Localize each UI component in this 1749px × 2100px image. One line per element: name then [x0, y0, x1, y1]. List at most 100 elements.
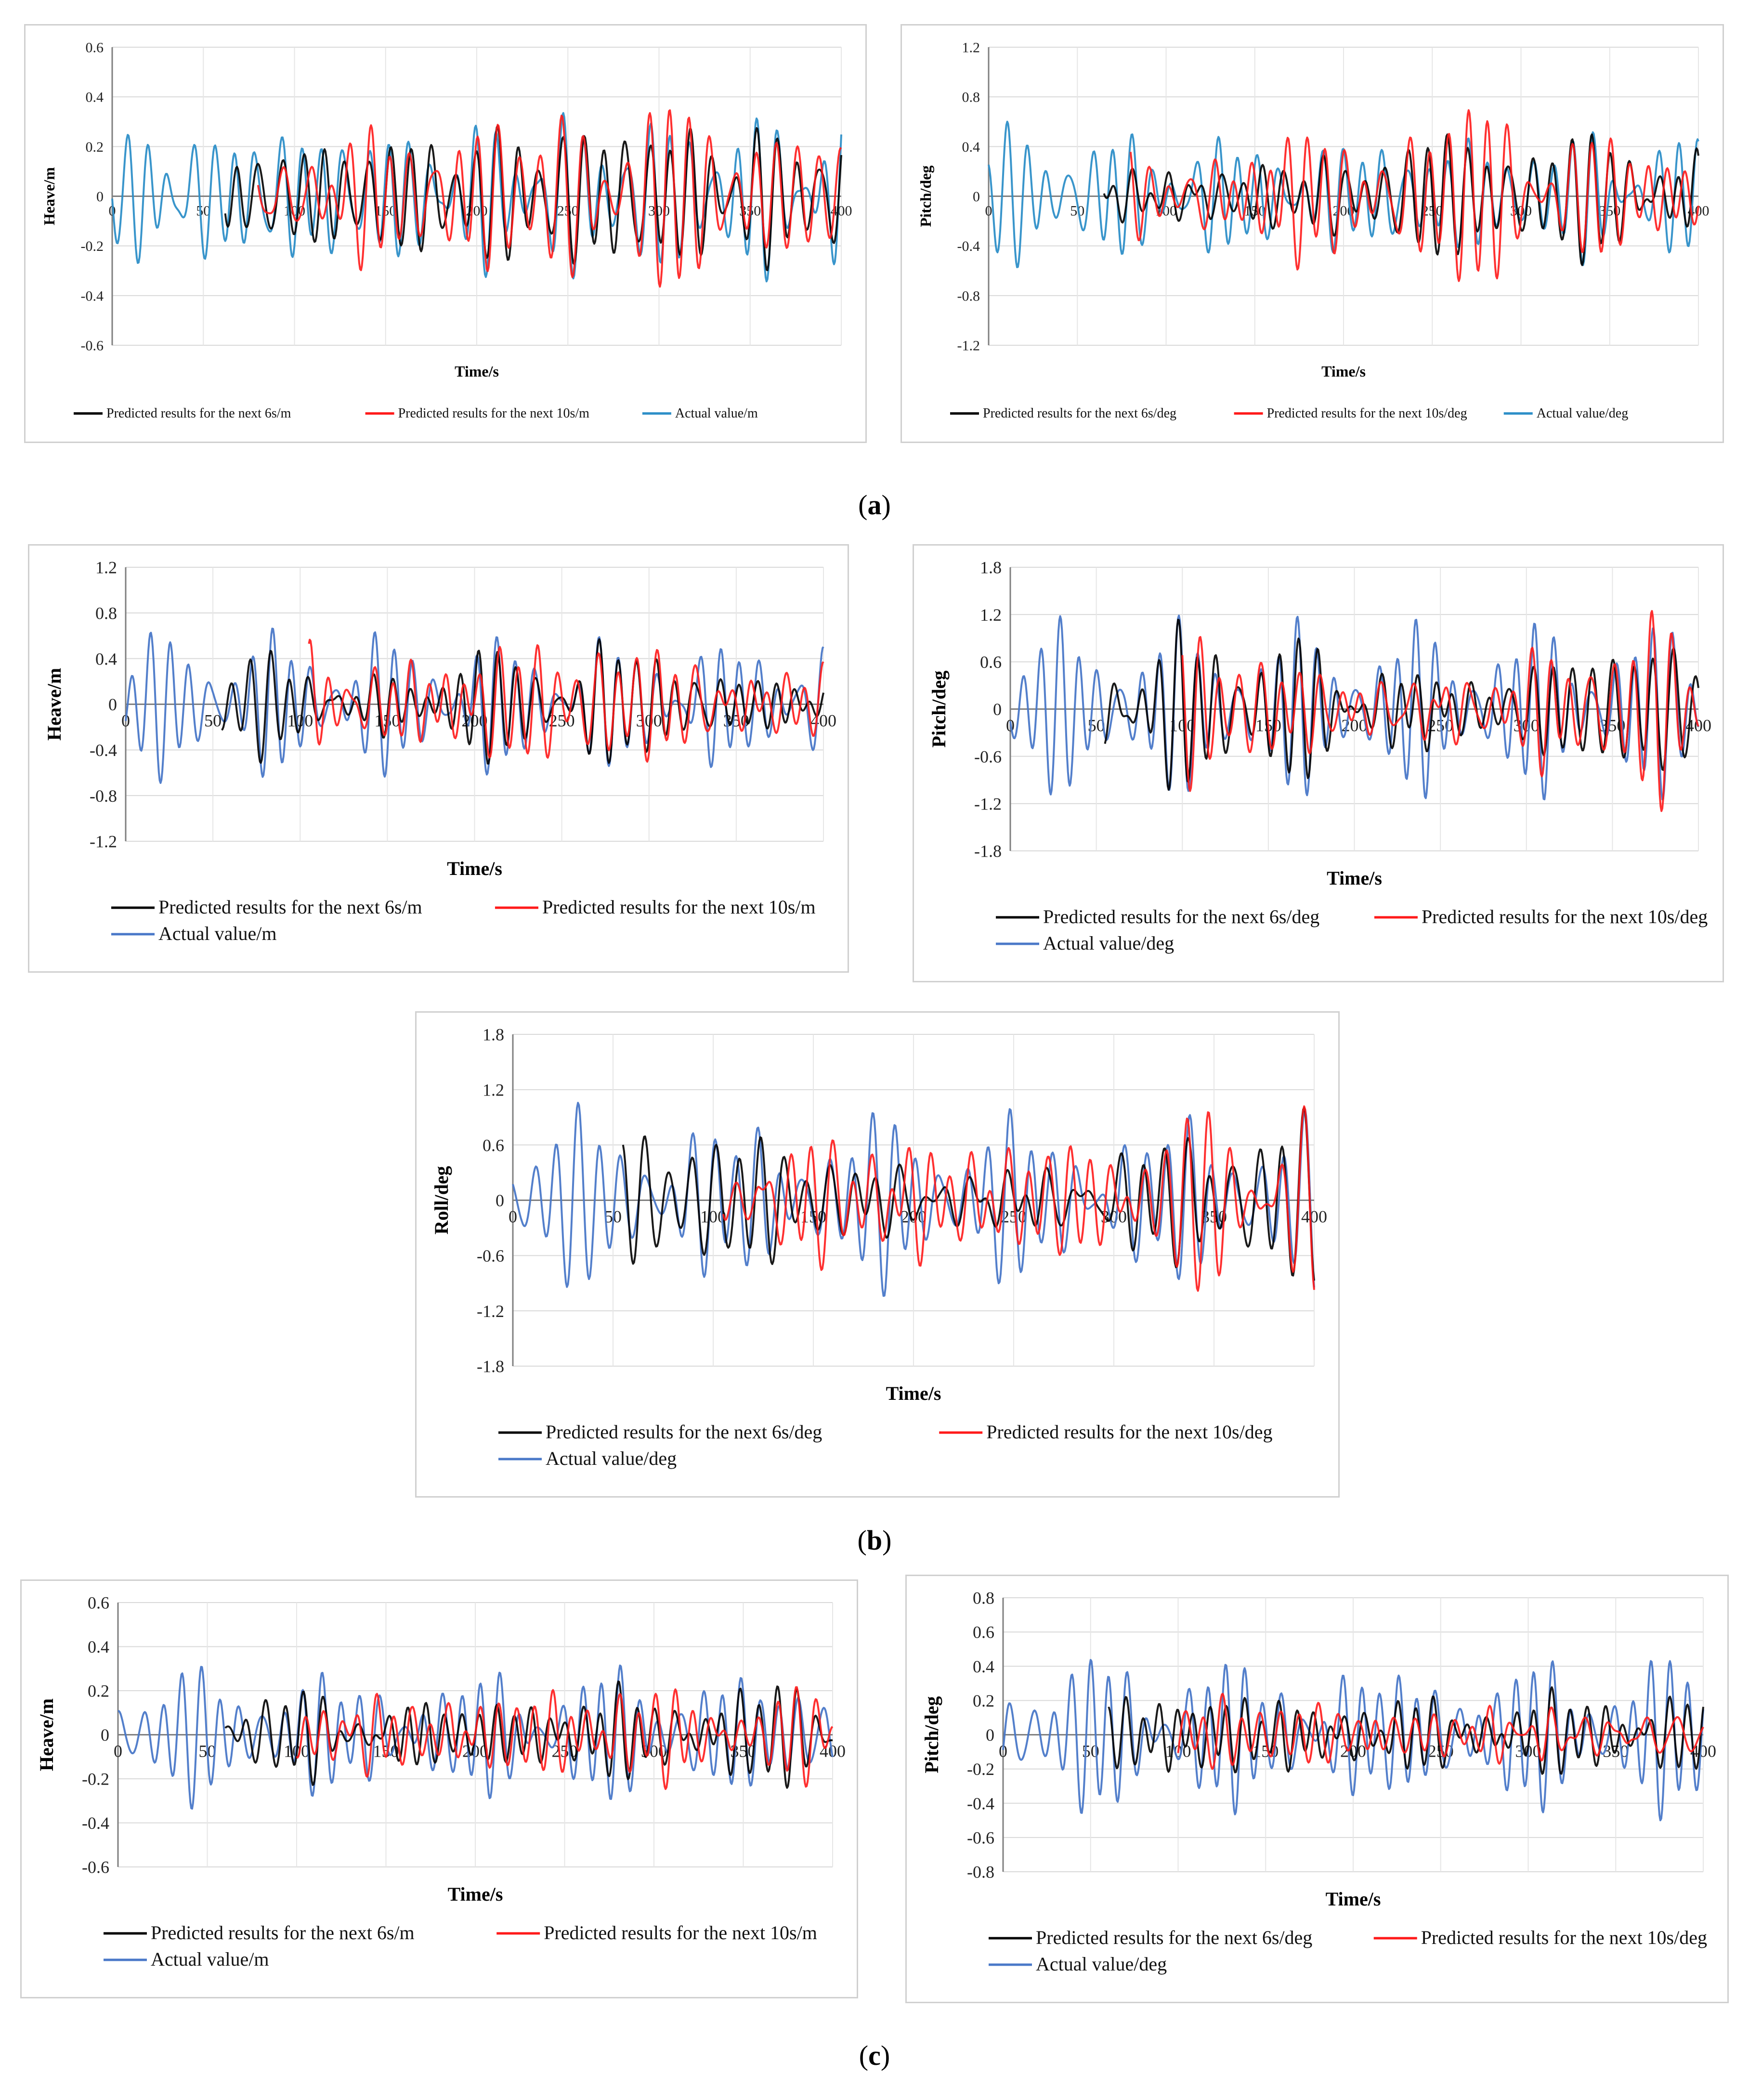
caption-b: (b): [857, 1525, 892, 1556]
series-line-predicted-6s: [224, 1680, 833, 1789]
y-tick-label: 0.2: [973, 1691, 994, 1710]
y-tick-label: -0.2: [81, 238, 104, 254]
series-line-predicted-6s: [221, 638, 824, 765]
y-tick-label: -1.2: [974, 794, 1002, 813]
x-axis-title: Time/s: [886, 1383, 941, 1404]
chart-b-pitch-panel: 1.8 1.2 0.6 0 -0.6 -1.2 -1.8 0 50 100 150 200 250 300…: [913, 544, 1724, 982]
x-tick-label: 300: [648, 203, 670, 219]
chart-c-heave-panel: 0.6 0.4 0.2 0 -0.2 -0.4 -0.6 0 50 100 150 200 250 300…: [20, 1579, 858, 1998]
chart-svg-a-pitch: 1.20.80.40-0.4-0.8-1.20 50 100 150 200 250 300…: [917, 40, 1710, 421]
x-tick-label: 0: [985, 203, 992, 219]
y-tick-label: -0.8: [90, 786, 117, 806]
y-tick-label: -0.6: [81, 338, 104, 354]
chart-a-pitch-panel: 1.2 0.8 0.4 0 -0.4 -0.8 -1.2 0 50 100 150 200 250 300…: [901, 24, 1724, 443]
y-axis-title: Heave/m: [43, 668, 65, 741]
chart-b-roll-panel: 1.8 1.2 0.6 0 -0.6 -1.2 -1.8 0 50 100 150 200 250 300…: [415, 1011, 1340, 1498]
y-tick-label: 0.8: [973, 1589, 994, 1608]
legend-label: Predicted results for the next 6s/m: [158, 896, 422, 918]
legend-label: Predicted results for the next 6s/deg: [1043, 906, 1319, 927]
chart-c-pitch-panel: 0.8 0.6 0.4 0.2 0 -0.2 -0.4 -0.6 -0.8 0 50 100 150 20…: [905, 1575, 1729, 2003]
y-tick-label: 0.6: [980, 652, 1002, 672]
x-tick-label: 0: [114, 1742, 122, 1761]
y-axis-title: Roll/deg: [431, 1166, 452, 1234]
legend-label: Predicted results for the next 6s/deg: [1036, 1927, 1312, 1948]
series-line-predicted-10s: [1129, 109, 1699, 282]
y-tick-label: 1.2: [95, 558, 117, 577]
legend-label: Predicted results for the next 10s/m: [544, 1922, 817, 1943]
y-tick-label: -0.8: [967, 1863, 994, 1882]
y-tick-label: -0.6: [974, 747, 1002, 766]
y-tick-label: -1.8: [974, 842, 1002, 861]
legend-label: Predicted results for the next 10s/m: [398, 406, 590, 421]
y-tick-label: 0: [496, 1191, 504, 1210]
y-tick-label: -0.4: [967, 1794, 994, 1813]
y-tick-label: 0: [993, 700, 1002, 719]
legend-label: Predicted results for the next 10s/deg: [986, 1421, 1272, 1443]
series-line-predicted-10s: [1181, 610, 1699, 812]
x-tick-label: 0: [999, 1742, 1007, 1761]
series-line-predicted-10s: [308, 639, 824, 763]
legend-label: Actual value/deg: [1537, 406, 1628, 421]
y-tick-label: 0.6: [88, 1593, 109, 1613]
y-tick-label: -1.2: [477, 1302, 504, 1321]
y-tick-label: 0.4: [86, 90, 104, 105]
series-line-predicted-10s: [257, 109, 842, 288]
chart-svg-a-heave: 0.60.40.20-0.2-0.4-0.60 50 100 150 200 250 300…: [40, 40, 852, 421]
legend-label: Actual value/deg: [1036, 1953, 1167, 1975]
y-tick-label: -1.8: [477, 1357, 504, 1376]
x-tick-label: 0: [509, 1207, 517, 1226]
y-tick-label: -0.4: [90, 741, 117, 760]
legend-label: Actual value/deg: [1043, 932, 1174, 954]
series-line-predicted-10s: [1177, 1693, 1704, 1770]
legend-label: Actual value/m: [675, 406, 758, 421]
legend-label: Predicted results for the next 10s/deg: [1267, 406, 1467, 421]
chart-svg-b-roll: 1.81.20.60-0.6-1.2-1.80 50 100 150 200 250 300…: [431, 1025, 1327, 1469]
y-tick-label: -0.4: [82, 1813, 109, 1833]
y-axis-title: Heave/m: [36, 1698, 57, 1771]
y-tick-label: 0.6: [483, 1135, 504, 1155]
y-tick-label: 1.2: [483, 1080, 504, 1099]
legend-label: Predicted results for the next 6s/deg: [983, 406, 1176, 421]
y-tick-label: -0.2: [967, 1760, 994, 1779]
y-tick-label: 0: [101, 1725, 109, 1745]
x-tick-label: 50: [204, 711, 222, 730]
x-axis-title: Time/s: [1326, 1888, 1381, 1910]
y-tick-label: 1.8: [980, 558, 1002, 577]
y-tick-label: 0.4: [95, 649, 117, 668]
y-tick-label: -1.2: [957, 338, 980, 354]
chart-b-heave-panel: 1.2 0.8 0.4 0 -0.4 -0.8 -1.2 0 50 100 150 200 250 300…: [28, 544, 849, 973]
legend-label: Predicted results for the next 10s/deg: [1422, 906, 1708, 927]
chart-svg-b-heave: 1.20.80.40-0.4-0.8-1.20 50 100 150 200 250 300…: [43, 558, 836, 944]
legend-label: Predicted results for the next 6s/m: [106, 406, 291, 421]
chart-svg-c-pitch: 0.80.60.40.20-0.2-0.4-0.6-0.80 50 100 150 20…: [921, 1589, 1716, 1975]
legend-label: Predicted results for the next 6s/m: [151, 1922, 415, 1943]
legend-label: Actual value/deg: [546, 1448, 677, 1469]
caption-a: (a): [858, 489, 891, 521]
x-axis-title: Time/s: [447, 858, 502, 879]
y-tick-label: 0.2: [88, 1682, 109, 1701]
y-tick-label: 0: [108, 695, 117, 714]
y-tick-label: -0.8: [957, 288, 980, 304]
y-tick-label: -0.4: [81, 288, 104, 304]
x-axis-title: Time/s: [1327, 867, 1382, 889]
y-tick-label: -0.4: [957, 238, 980, 254]
y-tick-label: -1.2: [90, 832, 117, 851]
y-axis-title: Pitch/deg: [917, 166, 934, 227]
y-tick-label: 0.6: [973, 1623, 994, 1642]
y-tick-label: 1.2: [980, 605, 1002, 625]
y-tick-label: 1.2: [962, 40, 980, 56]
series-line-actual: [1009, 614, 1699, 801]
legend-label: Actual value/m: [151, 1948, 269, 1970]
y-tick-label: 0: [986, 1725, 994, 1745]
x-axis-title: Time/s: [448, 1883, 503, 1905]
series-line-predicted-10s: [296, 1686, 834, 1790]
y-tick-label: -0.6: [477, 1246, 504, 1265]
x-axis-title: Time/s: [455, 363, 499, 380]
y-tick-label: 0.6: [86, 40, 104, 56]
caption-c: (c): [859, 2040, 890, 2071]
legend-label: Predicted results for the next 10s/m: [542, 896, 816, 918]
chart-svg-c-heave: 0.60.40.20-0.2-0.4-0.60 50 100 150 200 250 300…: [36, 1593, 846, 1970]
y-tick-label: -0.2: [82, 1770, 109, 1789]
y-axis-title: Pitch/deg: [928, 671, 950, 748]
x-axis-title: Time/s: [1321, 363, 1366, 380]
